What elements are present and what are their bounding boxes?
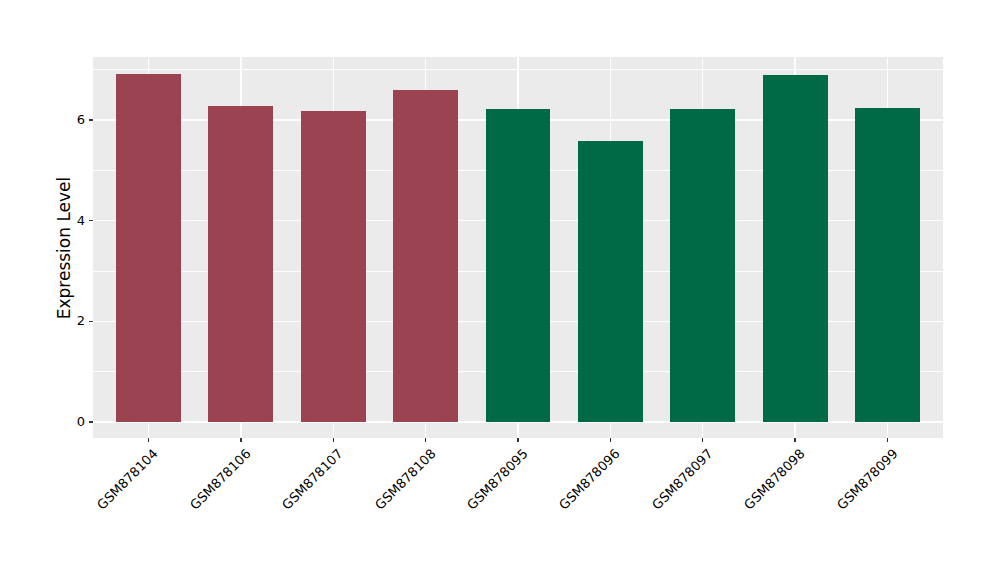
y-tick-mark	[89, 321, 93, 322]
y-tick-label: 0	[45, 414, 85, 430]
x-tick-mark	[517, 438, 518, 442]
y-tick-label: 6	[45, 112, 85, 128]
x-tick-mark	[333, 438, 334, 442]
bar-GSM878099	[855, 108, 920, 422]
expression-bar-chart: Expression Level 0246 GSM878104GSM878106…	[0, 0, 1000, 580]
x-tick-mark	[702, 438, 703, 442]
bar-GSM878097	[670, 109, 735, 422]
y-tick-mark	[89, 119, 93, 120]
x-tick-mark	[610, 438, 611, 442]
bar-GSM878098	[763, 75, 828, 422]
bar-GSM878095	[486, 109, 551, 422]
y-tick-label: 4	[45, 213, 85, 229]
x-tick-mark	[794, 438, 795, 442]
plot-panel	[93, 57, 943, 438]
x-tick-mark	[240, 438, 241, 442]
y-tick-mark	[89, 421, 93, 422]
bar-GSM878107	[301, 111, 366, 422]
bar-GSM878108	[393, 90, 458, 422]
bar-GSM878106	[208, 106, 273, 422]
bar-GSM878104	[116, 74, 181, 422]
bar-GSM878096	[578, 141, 643, 422]
y-tick-label: 2	[45, 313, 85, 329]
x-tick-mark	[887, 438, 888, 442]
x-tick-mark	[425, 438, 426, 442]
y-tick-mark	[89, 220, 93, 221]
x-tick-mark	[148, 438, 149, 442]
